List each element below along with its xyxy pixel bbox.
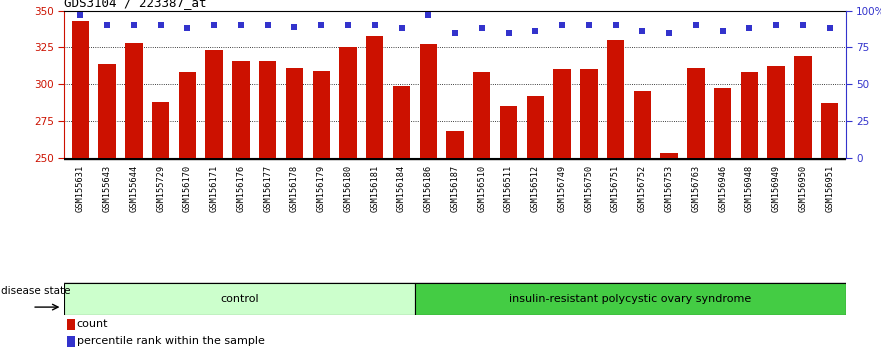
Bar: [99, 63, 115, 158]
Point: [555, 23, 569, 28]
Text: GSM156178: GSM156178: [290, 164, 299, 211]
Point: [663, 30, 677, 35]
Text: GSM155643: GSM155643: [102, 164, 112, 211]
Text: GSM156750: GSM156750: [584, 164, 593, 211]
Point: [529, 28, 543, 34]
Point: [395, 25, 409, 31]
Bar: [339, 47, 357, 158]
Text: GSM156951: GSM156951: [825, 164, 834, 211]
Text: GSM156752: GSM156752: [638, 164, 647, 211]
Bar: [687, 68, 705, 158]
Bar: [633, 91, 651, 158]
Bar: [415, 283, 846, 315]
Text: GSM155631: GSM155631: [76, 164, 85, 211]
Point: [181, 25, 195, 31]
Bar: [795, 56, 811, 158]
Text: GSM155644: GSM155644: [130, 164, 138, 211]
Bar: [366, 36, 383, 158]
Point: [475, 25, 489, 31]
Point: [635, 28, 649, 34]
Point: [261, 23, 275, 28]
Text: GSM156512: GSM156512: [531, 164, 540, 211]
Bar: [71, 21, 89, 158]
Text: GSM156177: GSM156177: [263, 164, 272, 211]
Point: [743, 25, 757, 31]
Text: GSM156948: GSM156948: [745, 164, 754, 211]
Bar: [205, 50, 223, 158]
Text: GSM156511: GSM156511: [504, 164, 513, 211]
Point: [233, 23, 248, 28]
Bar: [741, 72, 759, 158]
Text: GSM156753: GSM156753: [664, 164, 674, 211]
Point: [153, 23, 167, 28]
Text: disease state: disease state: [1, 286, 70, 296]
Text: GSM156171: GSM156171: [210, 164, 218, 211]
Text: GDS3104 / 223387_at: GDS3104 / 223387_at: [64, 0, 207, 10]
Point: [796, 23, 810, 28]
Text: insulin-resistant polycystic ovary syndrome: insulin-resistant polycystic ovary syndr…: [509, 294, 751, 304]
Text: GSM155729: GSM155729: [156, 164, 165, 211]
Bar: [64, 283, 415, 315]
Point: [715, 28, 729, 34]
Point: [287, 24, 301, 30]
Bar: [68, 319, 75, 330]
Bar: [473, 72, 491, 158]
Bar: [500, 106, 517, 158]
Text: GSM156751: GSM156751: [611, 164, 620, 211]
Bar: [233, 61, 249, 158]
Bar: [179, 72, 196, 158]
Point: [501, 30, 515, 35]
Bar: [68, 336, 75, 347]
Text: GSM156180: GSM156180: [344, 164, 352, 211]
Bar: [393, 86, 411, 158]
Bar: [607, 40, 625, 158]
Point: [207, 23, 221, 28]
Bar: [581, 69, 597, 158]
Point: [769, 23, 783, 28]
Text: GSM156949: GSM156949: [772, 164, 781, 211]
Bar: [152, 102, 169, 158]
Text: GSM156763: GSM156763: [692, 164, 700, 211]
Bar: [447, 131, 463, 158]
Bar: [125, 43, 143, 158]
Text: percentile rank within the sample: percentile rank within the sample: [77, 336, 264, 346]
Bar: [527, 96, 544, 158]
Bar: [419, 44, 437, 158]
Bar: [259, 61, 277, 158]
Point: [100, 23, 115, 28]
Text: GSM156181: GSM156181: [370, 164, 379, 211]
Bar: [767, 67, 785, 158]
Text: control: control: [220, 294, 259, 304]
Text: GSM156176: GSM156176: [236, 164, 246, 211]
Point: [689, 23, 703, 28]
Bar: [714, 88, 731, 158]
Text: GSM156187: GSM156187: [450, 164, 460, 211]
Point: [823, 25, 837, 31]
Point: [609, 23, 623, 28]
Text: GSM156186: GSM156186: [424, 164, 433, 211]
Text: GSM156950: GSM156950: [798, 164, 808, 211]
Point: [315, 23, 329, 28]
Text: GSM156184: GSM156184: [397, 164, 406, 211]
Text: GSM156179: GSM156179: [317, 164, 326, 211]
Point: [421, 12, 435, 18]
Text: GSM156510: GSM156510: [478, 164, 486, 211]
Text: count: count: [77, 319, 108, 329]
Point: [341, 23, 355, 28]
Point: [127, 23, 141, 28]
Point: [367, 23, 381, 28]
Text: GSM156170: GSM156170: [183, 164, 192, 211]
Point: [448, 30, 462, 35]
Point: [581, 23, 596, 28]
Bar: [285, 68, 303, 158]
Text: GSM156946: GSM156946: [718, 164, 727, 211]
Text: GSM156749: GSM156749: [558, 164, 566, 211]
Bar: [821, 103, 839, 158]
Bar: [553, 69, 571, 158]
Bar: [313, 71, 329, 158]
Point: [73, 12, 87, 18]
Bar: [661, 153, 677, 158]
